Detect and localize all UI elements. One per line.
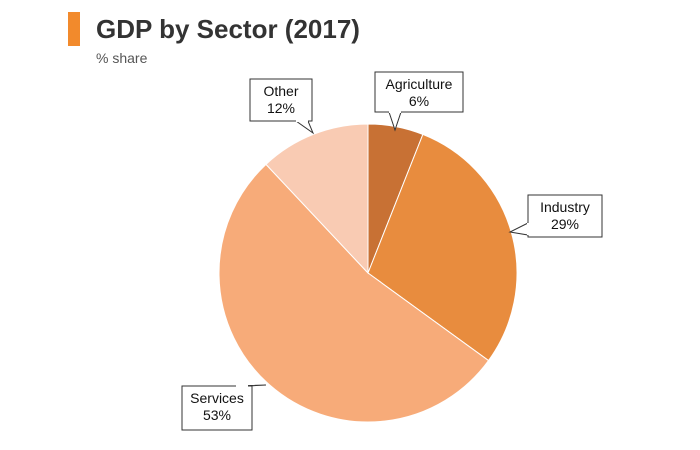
callout-box <box>249 78 313 122</box>
callout-box <box>181 385 253 431</box>
callout-box <box>374 71 464 113</box>
chart-subtitle: % share <box>96 50 148 66</box>
callout-pointer <box>508 222 529 236</box>
title-accent-bar <box>68 12 80 46</box>
slice-value-label: 12% <box>267 100 295 116</box>
slice-value-label: 6% <box>409 93 429 109</box>
slice-value-label: 53% <box>203 407 231 423</box>
callout-pointer <box>294 120 315 135</box>
pie-slice-other <box>265 123 369 275</box>
pie-slice-services <box>218 163 490 423</box>
slice-label: Services <box>190 390 244 406</box>
slice-label: Other <box>263 83 298 99</box>
slice-label: Agriculture <box>386 76 453 92</box>
slice-label: Industry <box>540 199 590 215</box>
chart-title: GDP by Sector (2017) <box>96 14 360 44</box>
slice-value-label: 29% <box>551 216 579 232</box>
callout-box <box>527 194 603 238</box>
